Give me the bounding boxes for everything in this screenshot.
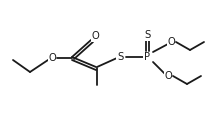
- Text: O: O: [48, 53, 56, 63]
- Text: O: O: [91, 31, 99, 41]
- Text: O: O: [164, 71, 172, 81]
- Text: P: P: [144, 52, 150, 62]
- Text: S: S: [145, 30, 151, 40]
- Text: O: O: [167, 37, 175, 47]
- Text: S: S: [117, 52, 123, 62]
